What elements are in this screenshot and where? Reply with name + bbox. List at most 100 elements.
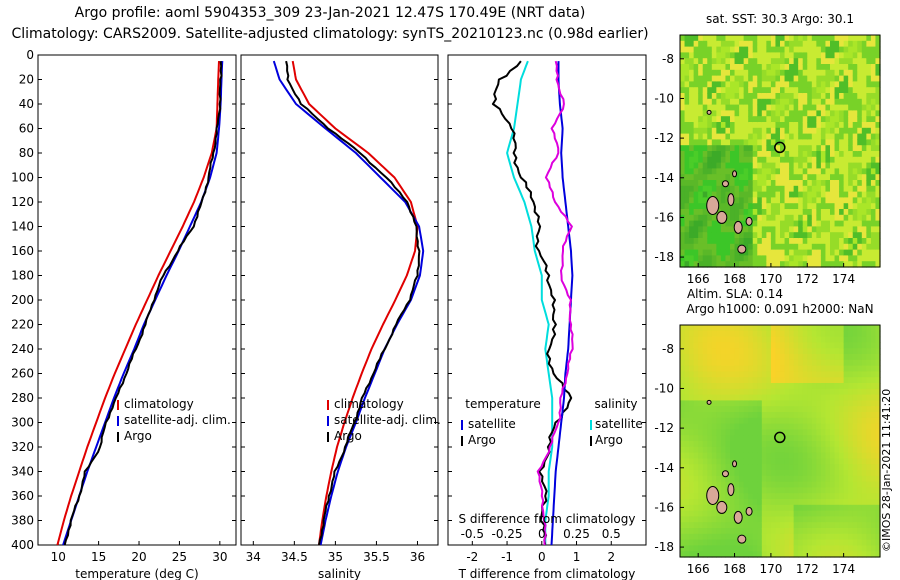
map-x-tick-label: 166 [687,562,710,576]
map-title-sla-2: Argo h1000: 0.091 h2000: NaN [686,302,873,316]
map-x-tick-label: 170 [759,562,782,576]
y-tick-label: 260 [11,367,34,381]
map-frame-sst_map [679,34,881,268]
x-top-tick-label: -0.5 [461,527,484,541]
y-tick-label: 180 [11,269,34,283]
map-y-tick-label: -8 [662,52,674,66]
argo-float-marker [774,431,786,444]
y-tick-label: 380 [11,514,34,528]
y-tick-label: 240 [11,342,34,356]
x-tick-label-differences: 1 [573,550,581,564]
island-shape [706,486,720,506]
map-sla_map [679,324,881,558]
island-shape [732,460,738,468]
chart-title-line-1: Argo profile: aoml 5904353_309 23-Jan-20… [74,5,586,21]
series-line-climatology [56,61,220,546]
x-tick-label-salinity: 34 [246,550,261,564]
island-shape [733,220,743,234]
island-shape [727,483,735,497]
y-tick-label: 160 [11,244,34,258]
y-tick-label: 340 [11,465,34,479]
x-tick-label-temperature: 25 [172,550,187,564]
map-y-tick-label: -10 [654,91,674,105]
chart-title-line-2: Climatology: CARS2009. Satellite-adjuste… [11,26,649,42]
series-line-argo [285,60,421,546]
x-tick-label-salinity: 35 [328,550,343,564]
x-tick-label-differences: -2 [466,550,478,564]
legend-label: satellite [468,417,516,431]
island-shape [727,193,735,207]
x-tick-label-differences: 2 [607,550,615,564]
y-tick-label: 360 [11,489,34,503]
legend-label: Argo [595,433,623,447]
y-tick-label: 20 [19,73,34,87]
x-tick-label-salinity: 36 [410,550,425,564]
map-title-sst: sat. SST: 30.3 Argo: 30.1 [706,12,854,26]
island-shape [716,500,728,514]
map-frame-sla_map [679,324,881,558]
plot-frame-differences [447,54,647,546]
x-axis-label-temperature: temperature (deg C) [75,567,198,580]
island-shape [706,109,712,115]
y-tick-label: 120 [11,195,34,209]
argo-float-marker [774,141,786,154]
map-y-tick-label: -14 [654,171,674,185]
y-tick-label: 400 [11,538,34,552]
map-y-tick-label: -12 [654,131,674,145]
legend-label: climatology [334,397,404,411]
series-line-argo [63,60,223,546]
legend-label: Argo [468,433,496,447]
y-tick-label: 40 [19,97,34,111]
island-shape [706,196,720,216]
y-tick-label: 140 [11,220,34,234]
map-title-sla-1: Altim. SLA: 0.14 [687,287,783,301]
y-tick-label: 320 [11,440,34,454]
legend-label: climatology [124,397,194,411]
plot-frame-salinity [240,54,439,546]
map-y-tick-label: -16 [654,500,674,514]
x-tick-label-temperature: 20 [131,550,146,564]
y-tick-label: 220 [11,318,34,332]
x-top-tick-label: 0.25 [563,527,590,541]
legend-label: satellite-adj. clim. [334,413,441,427]
series-line-climatology [291,60,419,546]
island-shape [733,510,743,524]
series-line-temperature-satellite [506,60,554,545]
x-tick-label-temperature: 10 [51,550,66,564]
island-shape [721,470,729,478]
map-y-tick-label: -18 [654,250,674,264]
map-y-tick-label: -10 [654,381,674,395]
legend-label: Argo [124,429,152,443]
legend-label: Argo [334,429,362,443]
map-y-tick-label: -8 [662,342,674,356]
map-sst_map [679,34,881,268]
x-tick-label-salinity: 34.5 [281,550,308,564]
legend-title-temperature: temperature [465,397,540,411]
island-shape [745,506,753,516]
y-tick-label: 60 [19,122,34,136]
plot-frame-temperature [37,54,237,546]
legend-label: satellite-adj. clim. [124,413,231,427]
map-y-tick-label: -16 [654,210,674,224]
map-x-tick-label: 168 [723,272,746,286]
y-tick-label: 280 [11,391,34,405]
island-shape [745,216,753,226]
x-top-tick-label: -0.25 [492,527,523,541]
series-line-salinity-argo [536,60,574,546]
x-tick-label-temperature: 15 [91,550,106,564]
map-y-tick-label: -14 [654,461,674,475]
x-tick-label-temperature: 30 [212,550,227,564]
map-y-tick-label: -12 [654,421,674,435]
island-shape [737,244,747,254]
y-tick-label: 100 [11,171,34,185]
map-y-tick-label: -18 [654,540,674,554]
legend-title-salinity: salinity [594,397,637,411]
island-shape [732,170,738,178]
island-shape [716,210,728,224]
map-x-tick-label: 174 [832,272,855,286]
x-top-tick-label: 0.5 [602,527,621,541]
island-shape [706,399,712,405]
map-x-tick-label: 174 [832,562,855,576]
map-x-tick-label: 172 [796,272,819,286]
